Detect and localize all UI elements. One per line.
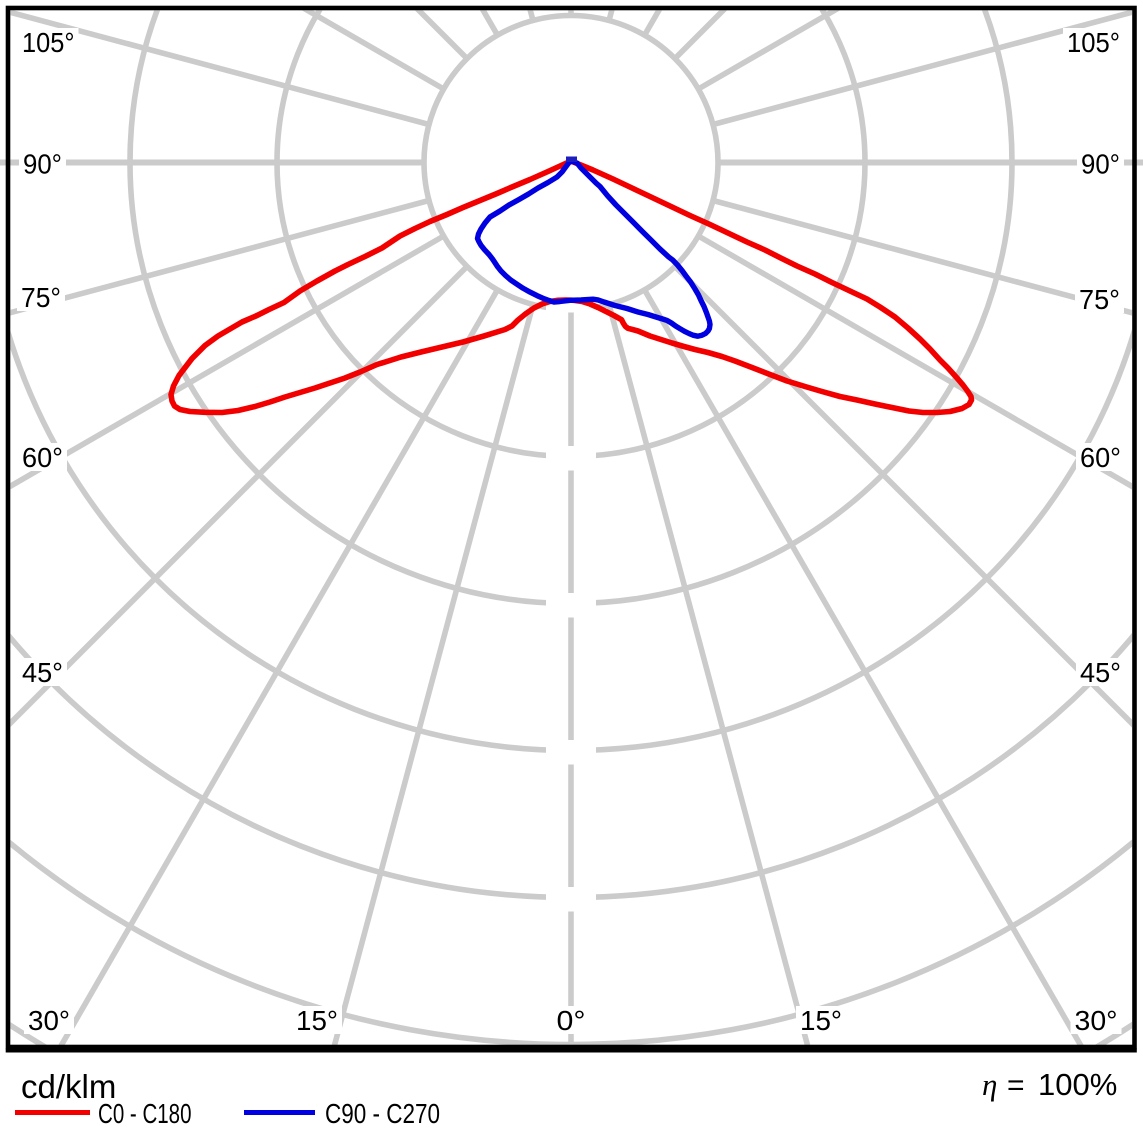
svg-text:30°: 30°	[1075, 1005, 1118, 1036]
svg-text:60°: 60°	[22, 442, 63, 473]
svg-text:45°: 45°	[1080, 657, 1121, 688]
svg-text:75°: 75°	[21, 282, 61, 313]
svg-text:105°: 105°	[1067, 27, 1120, 58]
svg-text:C90 - C270: C90 - C270	[325, 1098, 440, 1129]
svg-text:η: η	[982, 1067, 997, 1102]
svg-text:90°: 90°	[1081, 149, 1120, 180]
svg-text:C0 - C180: C0 - C180	[98, 1098, 192, 1129]
svg-text:15°: 15°	[800, 1005, 842, 1036]
svg-text:60°: 60°	[1080, 442, 1121, 473]
svg-text:90°: 90°	[23, 149, 62, 180]
svg-text:45°: 45°	[22, 657, 63, 688]
svg-text:15°: 15°	[296, 1005, 338, 1036]
svg-text:0°: 0°	[557, 1005, 586, 1036]
svg-text:75°: 75°	[1079, 284, 1120, 315]
svg-text:30°: 30°	[28, 1005, 70, 1036]
svg-text:=: =	[1007, 1069, 1025, 1102]
svg-text:100%: 100%	[1038, 1067, 1117, 1102]
svg-text:105°: 105°	[22, 27, 75, 58]
